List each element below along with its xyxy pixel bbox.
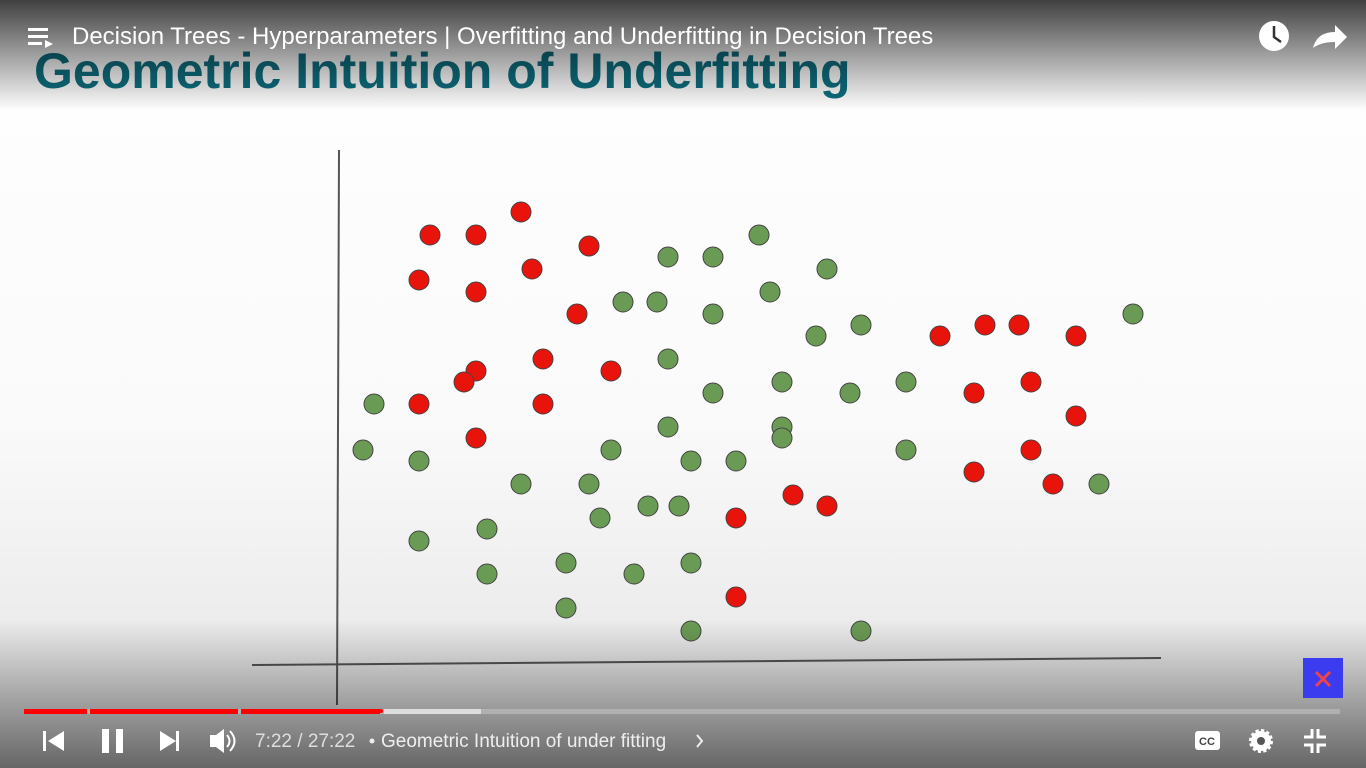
- green-point: [363, 393, 385, 415]
- watch-later-icon[interactable]: [1259, 21, 1289, 51]
- red-point: [1042, 473, 1064, 495]
- green-point: [771, 371, 793, 393]
- green-point: [748, 224, 770, 246]
- red-point: [1008, 314, 1030, 336]
- progress-buffered: [384, 709, 481, 714]
- volume-waves: [226, 730, 236, 752]
- green-point: [555, 552, 577, 574]
- exit-fullscreen-button[interactable]: [1304, 729, 1326, 753]
- red-point: [419, 224, 441, 246]
- red-point: [963, 461, 985, 483]
- green-point: [850, 314, 872, 336]
- y-axis-line: [336, 149, 340, 706]
- svg-text:CC: CC: [1199, 736, 1215, 748]
- progress-track[interactable]: [24, 709, 1340, 714]
- time-display: 7:22 / 27:22: [255, 731, 355, 752]
- red-point: [532, 393, 554, 415]
- green-point: [555, 597, 577, 619]
- red-point: [1020, 371, 1042, 393]
- green-point: [702, 303, 724, 325]
- green-point: [839, 382, 861, 404]
- green-point: [702, 382, 724, 404]
- video-title[interactable]: Decision Trees - Hyperparameters | Overf…: [72, 23, 933, 50]
- green-point: [408, 530, 430, 552]
- previous-button[interactable]: [43, 731, 64, 751]
- progress-scrubber[interactable]: [379, 709, 383, 713]
- green-point: [600, 439, 622, 461]
- green-point: [771, 427, 793, 449]
- chapter-arrow: [696, 734, 704, 748]
- red-point: [1020, 439, 1042, 461]
- red-point: [510, 201, 532, 223]
- red-point: [725, 586, 747, 608]
- green-point: [759, 281, 781, 303]
- top-gradient: [0, 0, 1366, 110]
- green-point: [476, 518, 498, 540]
- playlist-icon[interactable]: [28, 28, 53, 48]
- green-point: [816, 258, 838, 280]
- scatter-points: [352, 201, 1144, 642]
- green-point: [668, 495, 690, 517]
- red-point: [521, 258, 543, 280]
- red-point: [465, 281, 487, 303]
- bottom-gradient: [0, 620, 1366, 768]
- green-point: [657, 246, 679, 268]
- pause-button[interactable]: [102, 729, 123, 753]
- progress-played: [24, 709, 87, 714]
- green-point: [578, 473, 600, 495]
- watermark-mark: [1314, 670, 1332, 688]
- green-point: [510, 473, 532, 495]
- green-point: [589, 507, 611, 529]
- green-point: [702, 246, 724, 268]
- green-point: [657, 416, 679, 438]
- red-point: [532, 348, 554, 370]
- green-point: [646, 291, 668, 313]
- green-point: [895, 371, 917, 393]
- chapter-title[interactable]: Geometric Intuition of under fitting: [381, 731, 666, 752]
- green-point: [637, 495, 659, 517]
- green-point: [1122, 303, 1144, 325]
- red-point: [1065, 325, 1087, 347]
- green-point: [895, 439, 917, 461]
- green-point: [476, 563, 498, 585]
- settings-button[interactable]: [1249, 729, 1273, 753]
- red-point: [465, 427, 487, 449]
- green-point: [657, 348, 679, 370]
- red-point: [566, 303, 588, 325]
- red-point: [1065, 405, 1087, 427]
- green-point: [352, 439, 374, 461]
- red-point: [725, 507, 747, 529]
- green-point: [623, 563, 645, 585]
- red-point: [600, 360, 622, 382]
- red-point: [408, 269, 430, 291]
- chapter-separator: [369, 738, 375, 744]
- red-point: [816, 495, 838, 517]
- share-icon[interactable]: [1313, 25, 1347, 49]
- red-point: [453, 371, 475, 393]
- red-point: [465, 224, 487, 246]
- red-point: [408, 393, 430, 415]
- red-point: [963, 382, 985, 404]
- green-point: [612, 291, 634, 313]
- green-point: [408, 450, 430, 472]
- captions-button[interactable]: CC: [1195, 731, 1220, 750]
- green-point: [805, 325, 827, 347]
- green-point: [725, 450, 747, 472]
- green-point: [680, 552, 702, 574]
- progress-played: [90, 709, 238, 714]
- red-point: [974, 314, 996, 336]
- green-point: [1088, 473, 1110, 495]
- volume-button[interactable]: [210, 729, 224, 753]
- red-point: [578, 235, 600, 257]
- red-point: [782, 484, 804, 506]
- next-button[interactable]: [160, 731, 179, 751]
- green-point: [680, 450, 702, 472]
- red-point: [929, 325, 951, 347]
- progress-played: [241, 709, 380, 714]
